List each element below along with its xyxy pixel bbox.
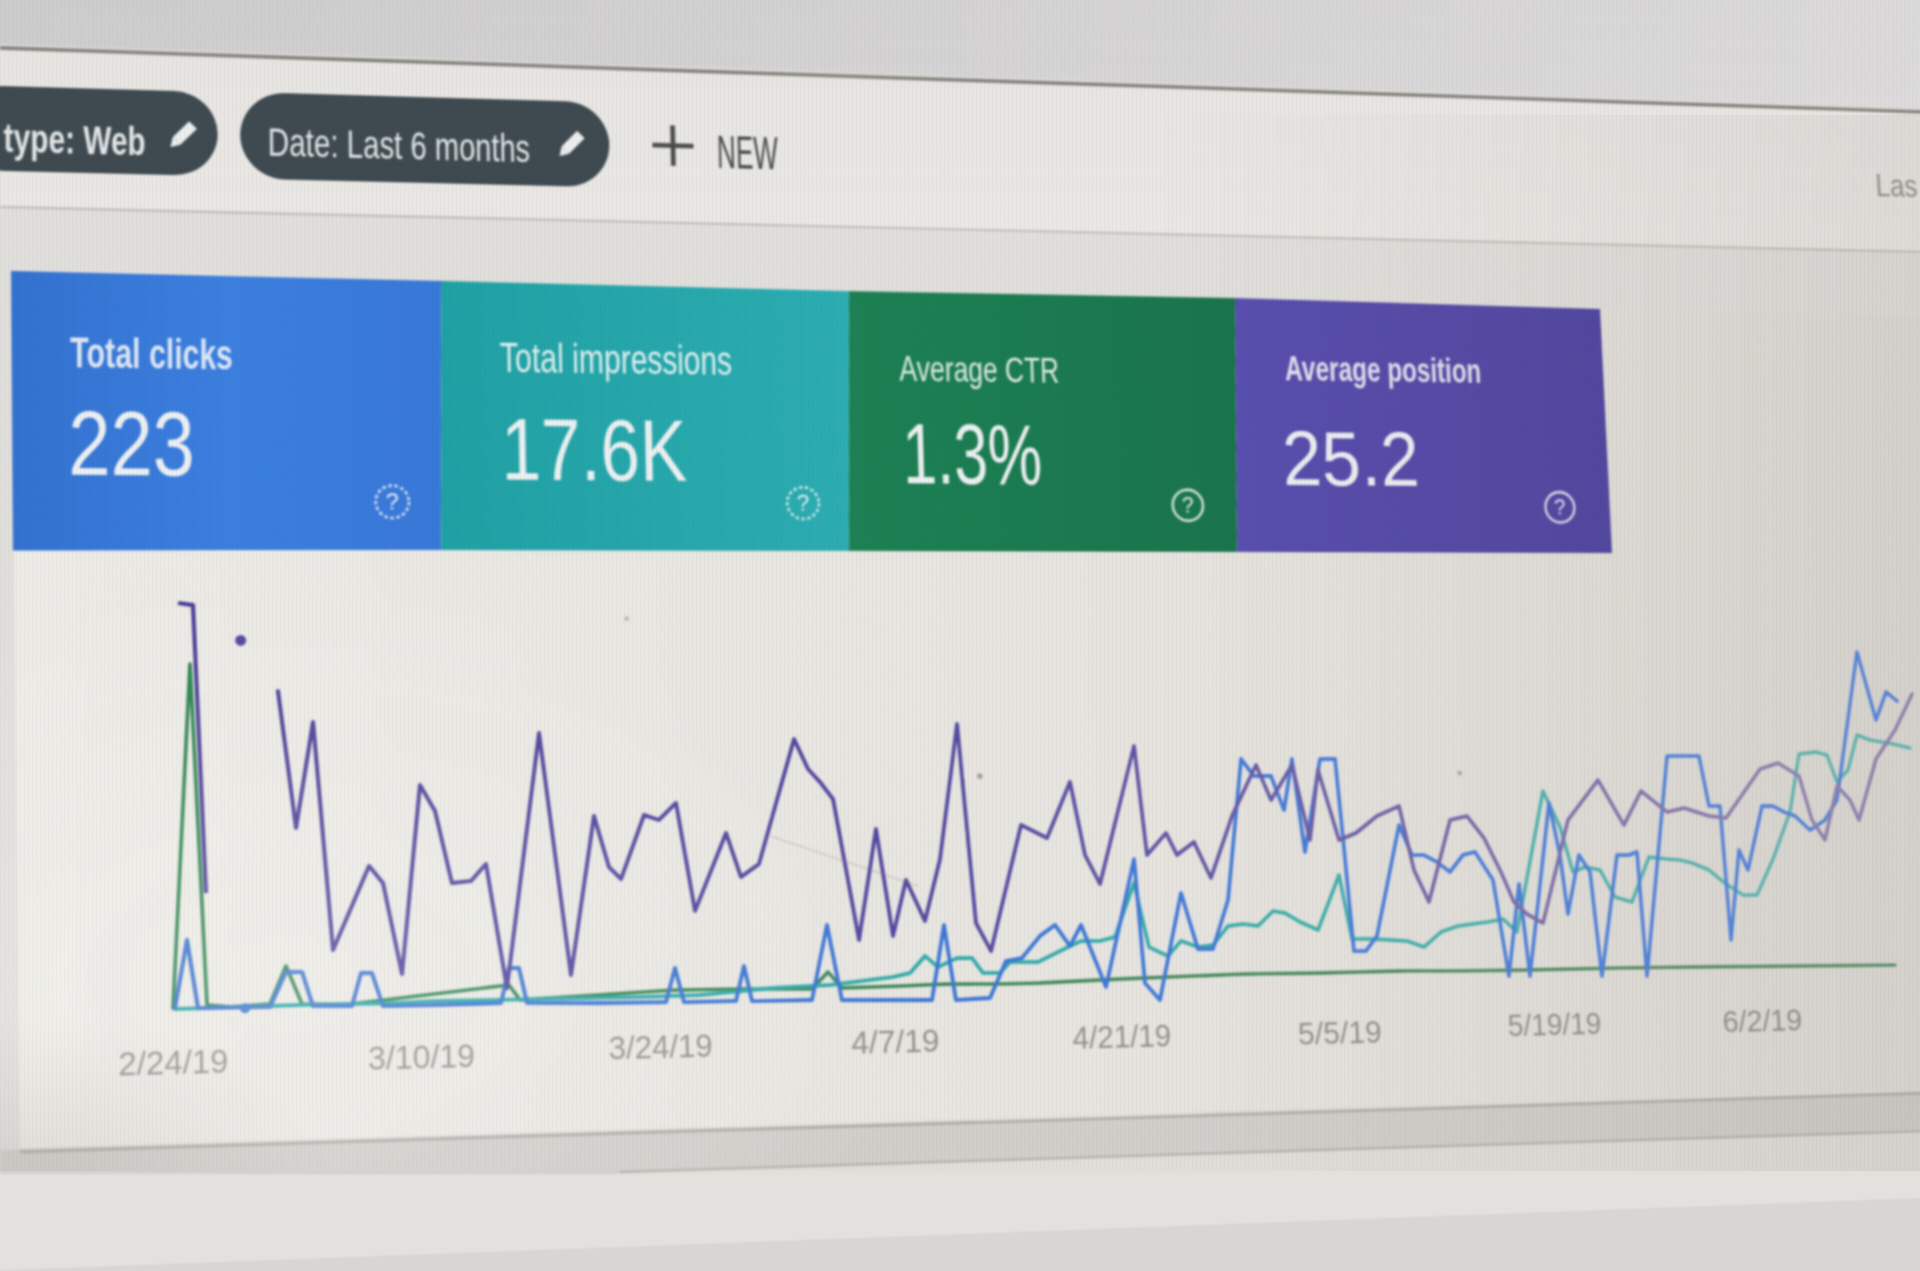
svg-text:?: ? — [386, 489, 399, 515]
svg-text:3/10/19: 3/10/19 — [368, 1038, 475, 1078]
svg-text:2/24/19: 2/24/19 — [118, 1043, 228, 1084]
svg-text:Total clicks: Total clicks — [70, 330, 233, 379]
svg-text:223: 223 — [68, 391, 195, 495]
svg-text:Las: Las — [1874, 169, 1918, 204]
svg-text:4/21/19: 4/21/19 — [1072, 1018, 1172, 1057]
svg-text:Average position: Average position — [1284, 350, 1482, 391]
svg-text:5/19/19: 5/19/19 — [1507, 1006, 1602, 1043]
svg-text:6/2/19: 6/2/19 — [1722, 1003, 1803, 1040]
svg-text:?: ? — [797, 490, 810, 515]
svg-text:Total impressions: Total impressions — [499, 334, 732, 384]
svg-text:17.6K: 17.6K — [500, 401, 687, 500]
svg-text:?: ? — [1554, 495, 1566, 519]
svg-text:NEW: NEW — [716, 127, 778, 179]
svg-text:1.3%: 1.3% — [901, 408, 1043, 503]
svg-text:5/5/19: 5/5/19 — [1297, 1015, 1382, 1053]
svg-text:?: ? — [1181, 493, 1194, 517]
svg-text:Date: Last 6 months: Date: Last 6 months — [268, 120, 531, 171]
svg-text:type: Web: type: Web — [4, 116, 146, 164]
svg-text:4/7/19: 4/7/19 — [851, 1023, 940, 1062]
svg-text:Average CTR: Average CTR — [899, 349, 1060, 391]
svg-text:3/24/19: 3/24/19 — [608, 1028, 713, 1068]
svg-text:25.2: 25.2 — [1281, 416, 1421, 503]
